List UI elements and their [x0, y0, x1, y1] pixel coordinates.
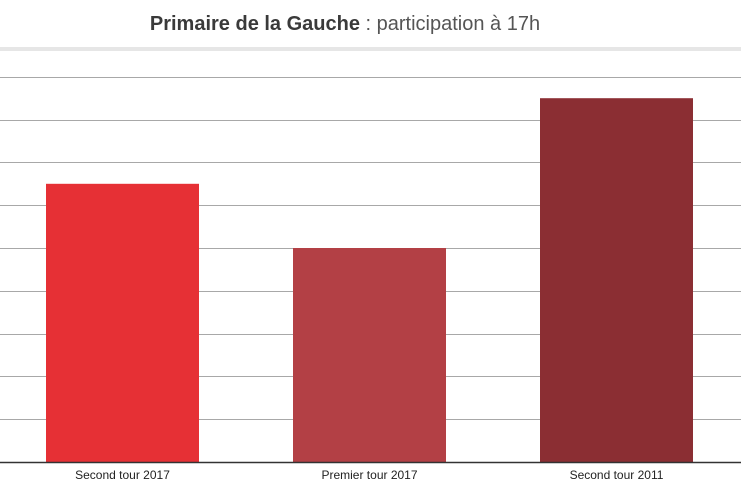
bar-2 [293, 248, 446, 462]
chart-title-bold: Primaire de la Gauche [149, 13, 360, 35]
x-tick-label: Second tour 2017 [75, 468, 170, 482]
chart-title: Primaire de la Gauche : participation à … [0, 13, 690, 36]
x-tick-label: Premier tour 2017 [321, 468, 417, 482]
x-tick-label: Second tour 2011 [570, 468, 664, 482]
chart-title-rest: : participation à 17h [359, 13, 541, 35]
bar-1 [46, 183, 199, 463]
title-divider [0, 47, 741, 51]
bar-3 [540, 98, 693, 462]
